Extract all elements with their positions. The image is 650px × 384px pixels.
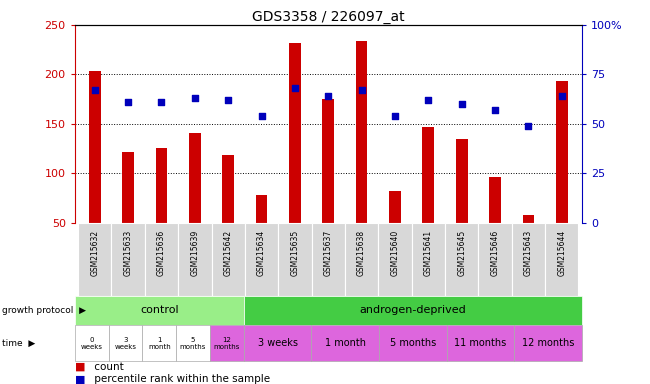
Text: control: control [140, 306, 179, 316]
Bar [556, 81, 567, 272]
Text: 0
weeks: 0 weeks [81, 336, 103, 349]
Text: GSM215646: GSM215646 [491, 230, 500, 276]
Text: GSM215640: GSM215640 [391, 230, 400, 276]
Bar [222, 155, 234, 272]
Point [190, 95, 200, 101]
Bar [356, 41, 367, 272]
Bar [278, 223, 311, 296]
Text: 5 months: 5 months [389, 338, 436, 348]
Text: growth protocol  ▶: growth protocol ▶ [2, 306, 86, 315]
Bar [89, 71, 101, 272]
Bar [78, 223, 111, 296]
Bar [489, 177, 501, 272]
Text: GSM215634: GSM215634 [257, 230, 266, 276]
Point [490, 107, 501, 113]
Text: GSM215643: GSM215643 [524, 230, 533, 276]
Point [256, 113, 266, 119]
Text: GSM215636: GSM215636 [157, 230, 166, 276]
Bar [211, 223, 245, 296]
Bar [478, 223, 512, 296]
Bar [122, 152, 134, 272]
Text: GSM215632: GSM215632 [90, 230, 99, 276]
Bar [523, 215, 534, 272]
Point [356, 87, 367, 93]
Text: 1 month: 1 month [324, 338, 366, 348]
Title: GDS3358 / 226097_at: GDS3358 / 226097_at [252, 10, 404, 24]
Bar [311, 223, 345, 296]
Bar [189, 133, 201, 272]
Bar [245, 223, 278, 296]
Text: GSM215644: GSM215644 [557, 230, 566, 276]
Text: GSM215635: GSM215635 [291, 230, 300, 276]
Bar [289, 43, 301, 272]
Bar [145, 223, 178, 296]
Bar [545, 223, 578, 296]
Text: count: count [91, 362, 124, 372]
Text: 12
months: 12 months [214, 336, 240, 349]
Bar [422, 127, 434, 272]
Text: GSM215642: GSM215642 [224, 230, 233, 276]
Bar [155, 148, 167, 272]
Point [323, 93, 333, 99]
Point [390, 113, 400, 119]
Text: GSM215639: GSM215639 [190, 230, 200, 276]
Bar [512, 223, 545, 296]
Point [423, 97, 434, 103]
Text: ■: ■ [75, 374, 85, 384]
Bar [456, 139, 467, 272]
Bar [322, 99, 334, 272]
Text: 11 months: 11 months [454, 338, 506, 348]
Text: 5
months: 5 months [180, 336, 206, 349]
Text: 3 weeks: 3 weeks [257, 338, 298, 348]
Text: 3
weeks: 3 weeks [114, 336, 136, 349]
Point [556, 93, 567, 99]
Point [90, 87, 100, 93]
Point [123, 99, 133, 105]
Text: 12 months: 12 months [522, 338, 574, 348]
Point [456, 101, 467, 107]
Text: androgen-deprived: androgen-deprived [359, 306, 466, 316]
Text: ■: ■ [75, 362, 85, 372]
Point [290, 85, 300, 91]
Bar [345, 223, 378, 296]
Point [223, 97, 233, 103]
Bar [111, 223, 145, 296]
Text: GSM215633: GSM215633 [124, 230, 133, 276]
Text: percentile rank within the sample: percentile rank within the sample [91, 374, 270, 384]
Text: GSM215645: GSM215645 [457, 230, 466, 276]
Bar [445, 223, 478, 296]
Text: GSM215641: GSM215641 [424, 230, 433, 276]
Point [523, 123, 534, 129]
Text: GSM215638: GSM215638 [357, 230, 366, 276]
Text: 1
month: 1 month [148, 336, 171, 349]
Point [156, 99, 166, 105]
Text: time  ▶: time ▶ [2, 339, 35, 348]
Text: GSM215637: GSM215637 [324, 230, 333, 276]
Bar [178, 223, 211, 296]
Bar [411, 223, 445, 296]
Bar [378, 223, 411, 296]
Bar [255, 195, 267, 272]
Bar [389, 191, 401, 272]
